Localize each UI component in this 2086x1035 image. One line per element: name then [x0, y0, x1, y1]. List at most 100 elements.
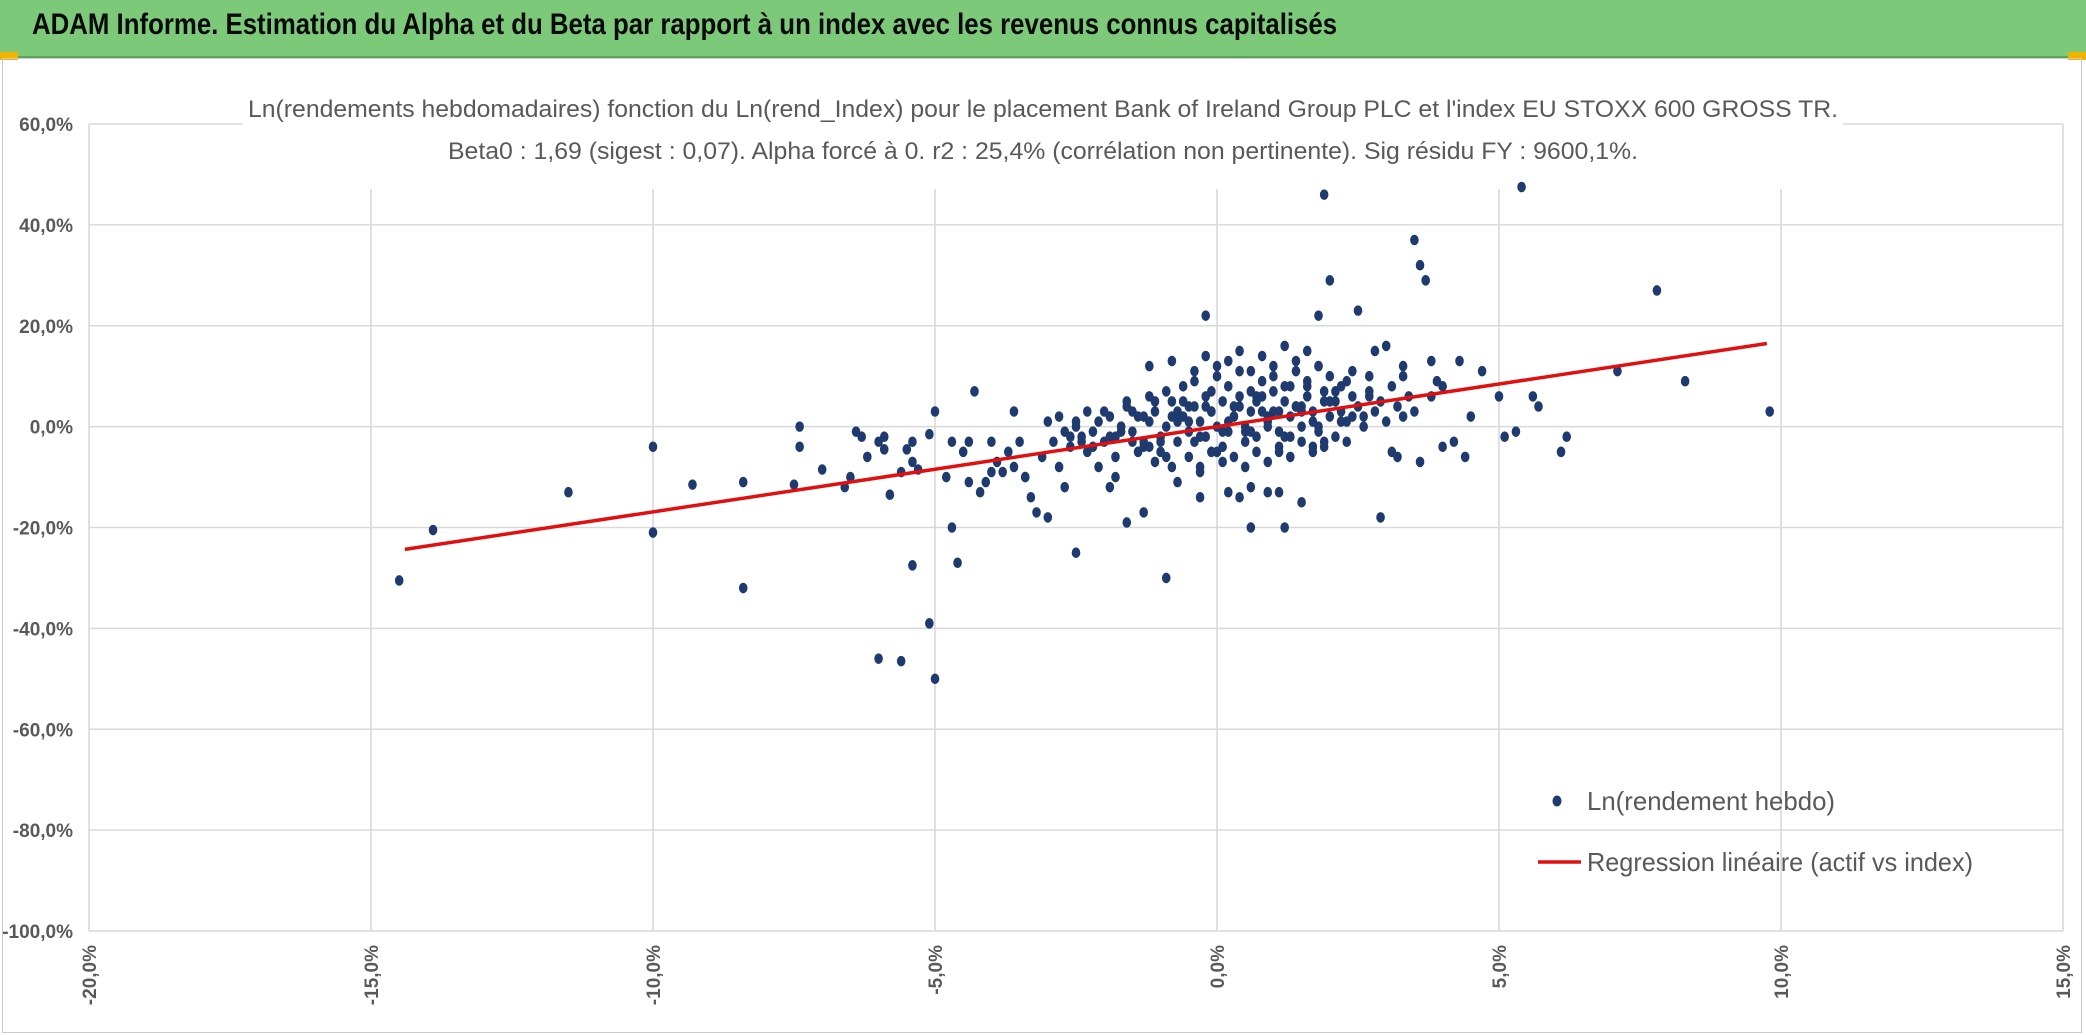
- data-point: [1195, 461, 1205, 473]
- data-point: [1235, 365, 1244, 377]
- data-point: [1099, 406, 1109, 417]
- data-point: [1421, 275, 1430, 286]
- y-tick-label: -40,0%: [13, 619, 73, 640]
- data-point: [1274, 446, 1284, 458]
- data-point: [1229, 451, 1239, 463]
- data-point: [1325, 275, 1335, 286]
- data-point: [885, 489, 895, 501]
- data-point: [1167, 396, 1177, 407]
- data-point: [1398, 411, 1408, 422]
- data-point: [1150, 456, 1160, 468]
- data-point: [1032, 507, 1041, 518]
- data-point: [1246, 406, 1256, 417]
- data-point: [1331, 431, 1340, 443]
- data-point: [1353, 305, 1363, 316]
- data-point: [1314, 310, 1323, 321]
- data-point: [1004, 446, 1013, 458]
- y-tick-label: 20,0%: [19, 317, 73, 338]
- x-tick-label: -5,0%: [926, 945, 947, 995]
- data-point: [874, 653, 883, 664]
- data-point: [1111, 451, 1120, 463]
- data-point: [1257, 375, 1267, 387]
- chart-area: 60,0% 40,0% 20,0% 0,0% -20,0% -40,0% -60,0% -80…: [2, 58, 2082, 1033]
- data-point: [1652, 285, 1662, 296]
- data-point: [1235, 391, 1244, 402]
- data-point: [925, 428, 934, 440]
- x-tick-label: -15,0%: [362, 945, 383, 1005]
- data-point: [1201, 401, 1211, 412]
- data-point: [1765, 406, 1775, 417]
- data-point: [1680, 375, 1690, 387]
- chart-title-bg: [243, 87, 1843, 189]
- data-point: [648, 527, 658, 538]
- data-point: [1077, 431, 1086, 443]
- data-point: [998, 466, 1007, 478]
- y-tick-label: -80,0%: [13, 821, 73, 842]
- data-point: [1190, 436, 1199, 448]
- data-point: [1246, 481, 1256, 493]
- data-point: [1466, 411, 1476, 422]
- data-point: [1393, 401, 1402, 412]
- data-point: [987, 436, 996, 448]
- data-point: [1049, 436, 1058, 448]
- data-point: [1195, 416, 1205, 427]
- data-point: [1381, 340, 1391, 352]
- data-point: [1223, 355, 1233, 367]
- data-point: [1398, 360, 1408, 372]
- data-point: [789, 479, 799, 490]
- data-point: [1178, 380, 1188, 392]
- data-point: [1319, 386, 1329, 397]
- data-point: [1054, 461, 1064, 473]
- data-point: [1286, 380, 1295, 392]
- data-point: [947, 522, 957, 533]
- y-tick-label: 60,0%: [19, 115, 73, 136]
- data-point: [1325, 411, 1335, 422]
- data-point: [1348, 365, 1357, 377]
- data-point: [1286, 451, 1295, 463]
- data-point: [1167, 355, 1177, 367]
- data-point: [1415, 259, 1425, 271]
- data-point: [1161, 386, 1171, 397]
- data-point: [1291, 365, 1301, 377]
- data-point: [1302, 391, 1312, 402]
- data-point: [1410, 406, 1419, 417]
- data-point: [1178, 396, 1188, 407]
- data-point: [1071, 547, 1081, 559]
- data-point: [1229, 401, 1239, 412]
- data-point: [1477, 365, 1487, 377]
- data-point: [908, 560, 917, 571]
- data-point: [1082, 406, 1092, 417]
- data-point: [925, 618, 934, 629]
- data-point: [1297, 496, 1306, 508]
- data-point: [1240, 436, 1250, 448]
- data-point: [1212, 446, 1222, 458]
- data-point: [1105, 431, 1115, 443]
- data-point: [795, 421, 804, 432]
- data-point: [1517, 181, 1526, 193]
- data-point: [1376, 512, 1385, 523]
- data-point: [1342, 436, 1352, 448]
- data-point: [1161, 451, 1171, 463]
- data-point: [1060, 481, 1070, 493]
- data-point: [1026, 491, 1036, 503]
- regression-line: [404, 341, 1768, 552]
- data-point: [1161, 572, 1171, 584]
- data-point: [1190, 365, 1199, 377]
- data-point: [1173, 406, 1182, 417]
- data-point: [1167, 461, 1177, 473]
- y-tick-label: 0,0%: [30, 418, 73, 439]
- data-point: [1150, 406, 1160, 417]
- data-point: [1325, 370, 1335, 382]
- data-point: [1150, 396, 1160, 407]
- data-point: [1364, 370, 1374, 382]
- data-point: [688, 479, 697, 490]
- data-point: [1370, 406, 1380, 417]
- data-point: [1071, 416, 1081, 427]
- data-point: [1218, 426, 1227, 437]
- data-point: [1133, 446, 1143, 458]
- chart-title: Ln(rendements hebdomadaires) fonction du…: [248, 96, 1838, 123]
- data-point: [896, 655, 906, 667]
- data-point: [1190, 375, 1199, 387]
- data-point: [1246, 522, 1256, 533]
- data-point: [1223, 486, 1233, 498]
